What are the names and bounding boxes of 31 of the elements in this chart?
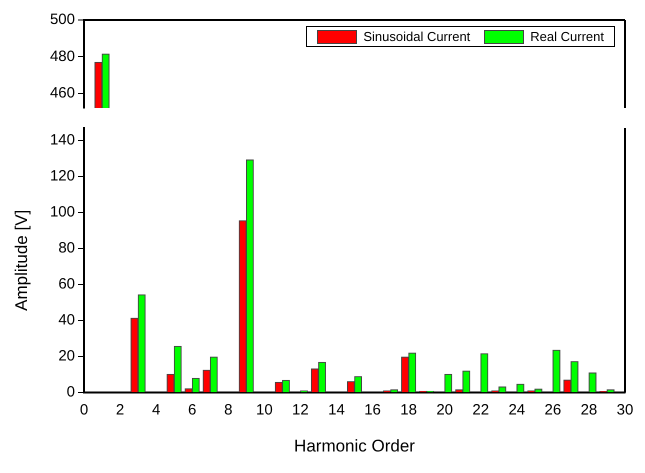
y-tick-label: 480 (50, 48, 75, 65)
y-tick-label: 120 (50, 168, 75, 185)
legend-label: Sinusoidal Current (363, 29, 470, 44)
y-tick-label: 500 (50, 11, 75, 28)
x-tick-label: 14 (328, 402, 345, 419)
x-tick-label: 22 (472, 402, 490, 419)
y-axis-title: Amplitude [V] (12, 210, 31, 311)
y-tick-label: 140 (50, 132, 75, 149)
y-tick-label: 60 (58, 276, 75, 293)
x-tick-label: 24 (508, 402, 526, 419)
x-tick-label: 4 (152, 402, 160, 419)
x-tick-label: 0 (80, 402, 88, 419)
y-tick-label: 80 (58, 240, 75, 257)
x-tick-label: 18 (400, 402, 417, 419)
x-tick-label: 12 (292, 402, 309, 419)
x-tick-label: 28 (580, 402, 598, 419)
x-tick-label: 20 (436, 402, 454, 419)
x-tick-label: 2 (116, 402, 124, 419)
x-tick-label: 10 (256, 402, 273, 419)
x-tick-label: 30 (616, 402, 634, 419)
y-tick-label: 0 (66, 384, 75, 401)
x-tick-label: 8 (224, 402, 232, 419)
x-tick-label: 16 (364, 402, 381, 419)
y-tick-label: 40 (58, 312, 75, 329)
x-tick-label: 26 (544, 402, 562, 419)
y-tick-label: 20 (58, 348, 75, 365)
legend-label: Real Current (530, 29, 604, 44)
x-tick-label: 6 (188, 402, 196, 419)
y-tick-label: 460 (50, 84, 75, 102)
x-axis-title: Harmonic Order (294, 436, 416, 456)
y-tick-label: 100 (50, 204, 75, 221)
